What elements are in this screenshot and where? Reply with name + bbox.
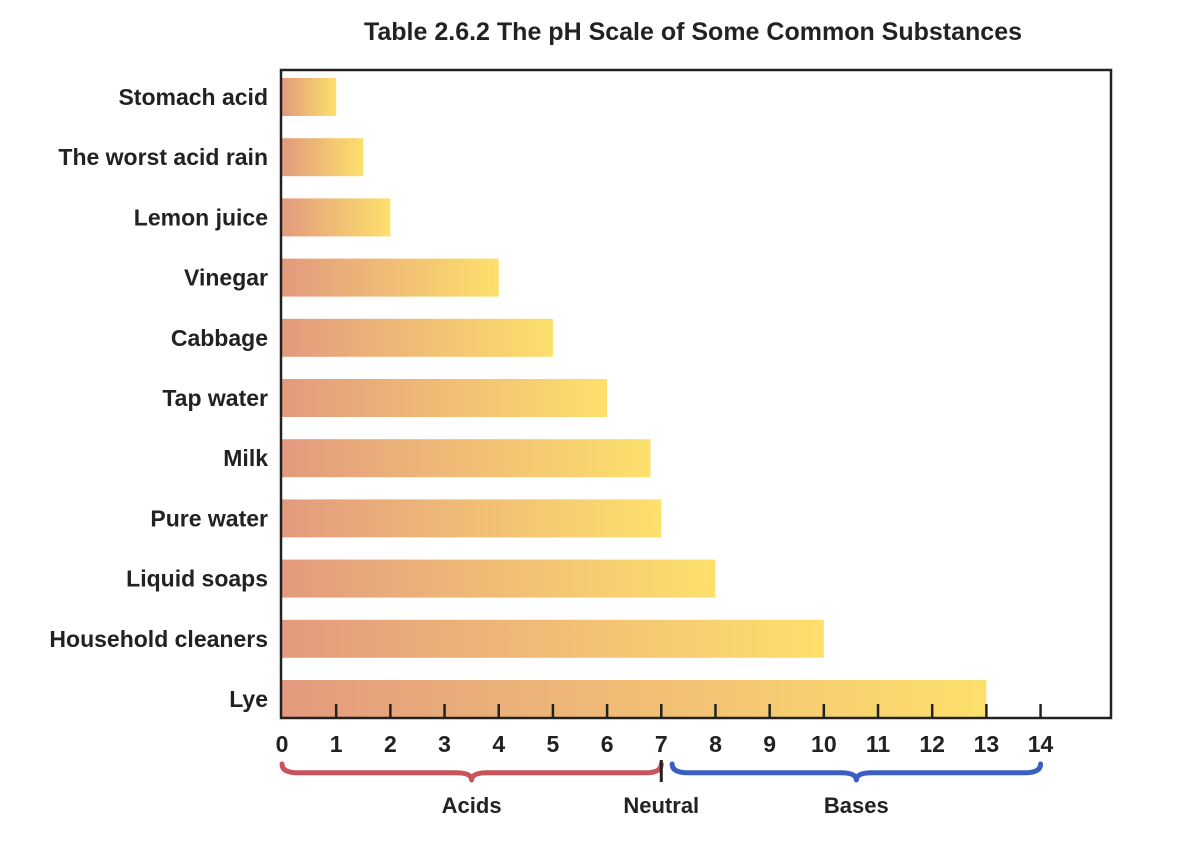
tick-label-14: 14 (1028, 731, 1054, 757)
bar-5 (282, 379, 608, 417)
category-label-3: Vinegar (184, 265, 268, 291)
tick-label-7: 7 (655, 731, 668, 757)
tick-label-2: 2 (384, 731, 397, 757)
bar-4 (282, 318, 553, 357)
tick-label-5: 5 (547, 731, 560, 757)
category-label-10: Lye (229, 686, 268, 712)
region-label-acids: Acids (442, 793, 502, 818)
region-label-neutral: Neutral (623, 793, 699, 818)
category-label-0: Stomach acid (118, 84, 268, 110)
category-label-4: Cabbage (171, 325, 268, 351)
bar-9 (282, 619, 824, 658)
tick-label-8: 8 (709, 731, 722, 757)
bar-0 (282, 78, 337, 116)
x-axis-ticks: 0 1 2 3 4 5 6 7 8 9 10 11 12 13 14 (276, 704, 1054, 757)
tick-label-11: 11 (866, 731, 891, 757)
category-label-2: Lemon juice (134, 204, 268, 230)
tick-label-1: 1 (330, 731, 343, 757)
category-label-9: Household cleaners (49, 626, 268, 652)
region-brace-acids (279, 761, 664, 783)
category-label-6: Milk (223, 445, 268, 471)
bar-1 (282, 138, 364, 177)
bar-10 (282, 680, 987, 718)
tick-label-9: 9 (763, 731, 776, 757)
chart-title: Table 2.6.2 The pH Scale of Some Common … (364, 18, 1022, 46)
bar-7 (282, 499, 662, 538)
category-labels: Stomach acid The worst acid rain Lemon jui… (49, 84, 268, 712)
tick-label-3: 3 (438, 731, 451, 757)
tick-label-4: 4 (492, 731, 505, 757)
tick-label-10: 10 (811, 731, 837, 757)
plot-frame (279, 68, 1113, 720)
category-label-8: Liquid soaps (126, 566, 268, 592)
bars-layer (282, 78, 987, 718)
tick-label-6: 6 (601, 731, 614, 757)
category-label-7: Pure water (150, 505, 268, 531)
ph-regions: Acids Neutral Bases (279, 760, 1044, 818)
bar-8 (282, 559, 716, 598)
category-label-1: The worst acid rain (58, 144, 268, 170)
bar-6 (282, 439, 651, 478)
tick-label-12: 12 (919, 731, 945, 757)
bar-2 (282, 198, 391, 237)
category-label-5: Tap water (162, 385, 268, 411)
region-brace-bases (669, 761, 1044, 783)
bar-3 (282, 258, 499, 297)
region-label-bases: Bases (824, 793, 889, 818)
tick-label-0: 0 (276, 731, 289, 757)
tick-label-13: 13 (974, 731, 1000, 757)
